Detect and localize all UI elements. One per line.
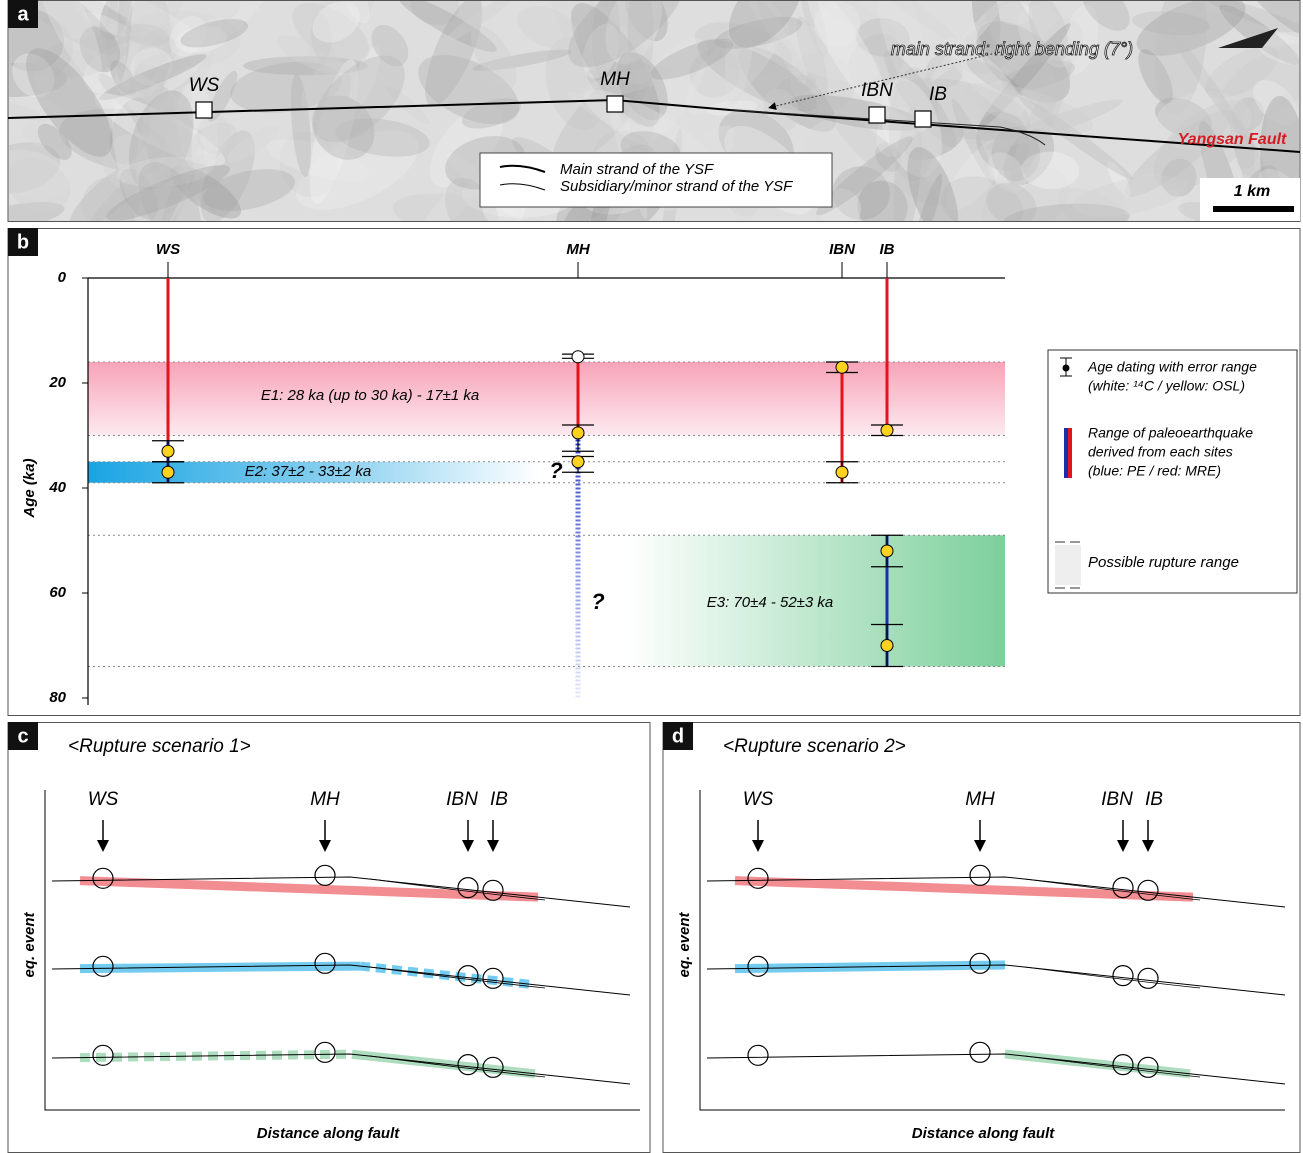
legend-text: Age dating with error range	[1087, 359, 1257, 375]
legend-text: (blue: PE / red: MRE)	[1088, 463, 1221, 479]
legend-glyph	[1055, 545, 1081, 585]
dating-point	[572, 351, 584, 363]
event-band	[88, 362, 1005, 436]
panel-label: c	[17, 725, 28, 747]
site-label: WS	[743, 789, 774, 810]
event-label: E3: 70±4 - 52±3 ka	[707, 594, 834, 611]
legend-text: Possible rupture range	[1088, 554, 1239, 571]
x-axis-label: Distance along fault	[912, 1125, 1056, 1142]
site-label: IB	[490, 789, 508, 810]
x-axis-label: Distance along fault	[257, 1125, 401, 1142]
legend-text: derived from each sites	[1088, 444, 1233, 460]
site-label: IB	[929, 84, 947, 105]
panel-label: d	[672, 725, 684, 747]
y-tick-label: 60	[49, 584, 66, 601]
legend-glyph	[1064, 428, 1068, 478]
question-mark: ?	[549, 458, 562, 483]
site-label: WS	[88, 789, 119, 810]
panel-label: a	[17, 3, 29, 25]
scale-bar-label: 1 km	[1234, 183, 1270, 200]
site-label: IB	[1145, 789, 1163, 810]
legend-text: (white: ¹⁴C / yellow: OSL)	[1088, 378, 1245, 394]
site-marker	[607, 96, 623, 112]
site-label: IBN	[1101, 789, 1133, 810]
fault-name: Yangsan Fault	[1178, 131, 1287, 148]
scenario-title: <Rupture scenario 2>	[723, 736, 906, 757]
site-marker	[196, 102, 212, 118]
site-label: IB	[880, 241, 895, 258]
site-label: IBN	[829, 241, 856, 258]
event-label: E2: 37±2 - 33±2 ka	[245, 463, 372, 480]
dating-point	[572, 427, 584, 439]
y-axis-label: Age (ka)	[21, 458, 38, 518]
y-tick-label: 80	[49, 689, 66, 706]
bending-annotation: main strand: right bending (7°)	[891, 39, 1133, 59]
scale-bar	[1213, 206, 1294, 212]
y-tick-label: 20	[48, 374, 66, 391]
y-tick-label: 40	[48, 479, 66, 496]
dating-point	[881, 640, 893, 652]
site-label: IBN	[446, 789, 478, 810]
dating-point	[162, 445, 174, 457]
y-tick-label: 0	[58, 269, 67, 286]
legend-text: Range of paleoearthquake	[1088, 425, 1253, 441]
figure: a WS MH IBN IB main strand: right bending (7°…	[0, 0, 1303, 1153]
site-label: WS	[189, 75, 220, 96]
event-label: E1: 28 ka (up to 30 ka) - 17±1 ka	[261, 387, 479, 404]
panel-c-frame	[8, 723, 650, 1153]
map-legend-text: Subsidiary/minor strand of the YSF	[560, 178, 793, 195]
site-label: MH	[310, 789, 340, 810]
legend-glyph	[1063, 365, 1070, 372]
dating-point	[881, 424, 893, 436]
site-label: IBN	[861, 80, 893, 101]
site-label: MH	[566, 241, 590, 258]
y-axis-label: eq. event	[676, 911, 693, 977]
site-label: WS	[156, 241, 180, 258]
panel-label: b	[17, 231, 29, 253]
page: {"panel_a": {"label": "a", "sites": ["WS…	[0, 0, 1303, 1153]
site-marker	[915, 111, 931, 127]
dating-point	[162, 466, 174, 478]
dating-point	[572, 456, 584, 468]
y-axis-label: eq. event	[21, 911, 38, 977]
map-legend-text: Main strand of the YSF	[560, 161, 714, 178]
panel-d-frame	[663, 723, 1300, 1153]
dating-point	[881, 545, 893, 557]
scenario-title: <Rupture scenario 1>	[68, 736, 251, 757]
site-label: MH	[600, 69, 630, 90]
site-marker	[869, 107, 885, 123]
question-mark: ?	[591, 589, 604, 614]
dating-point	[836, 466, 848, 478]
site-label: MH	[965, 789, 995, 810]
dating-point	[836, 361, 848, 373]
legend-glyph	[1068, 428, 1072, 478]
